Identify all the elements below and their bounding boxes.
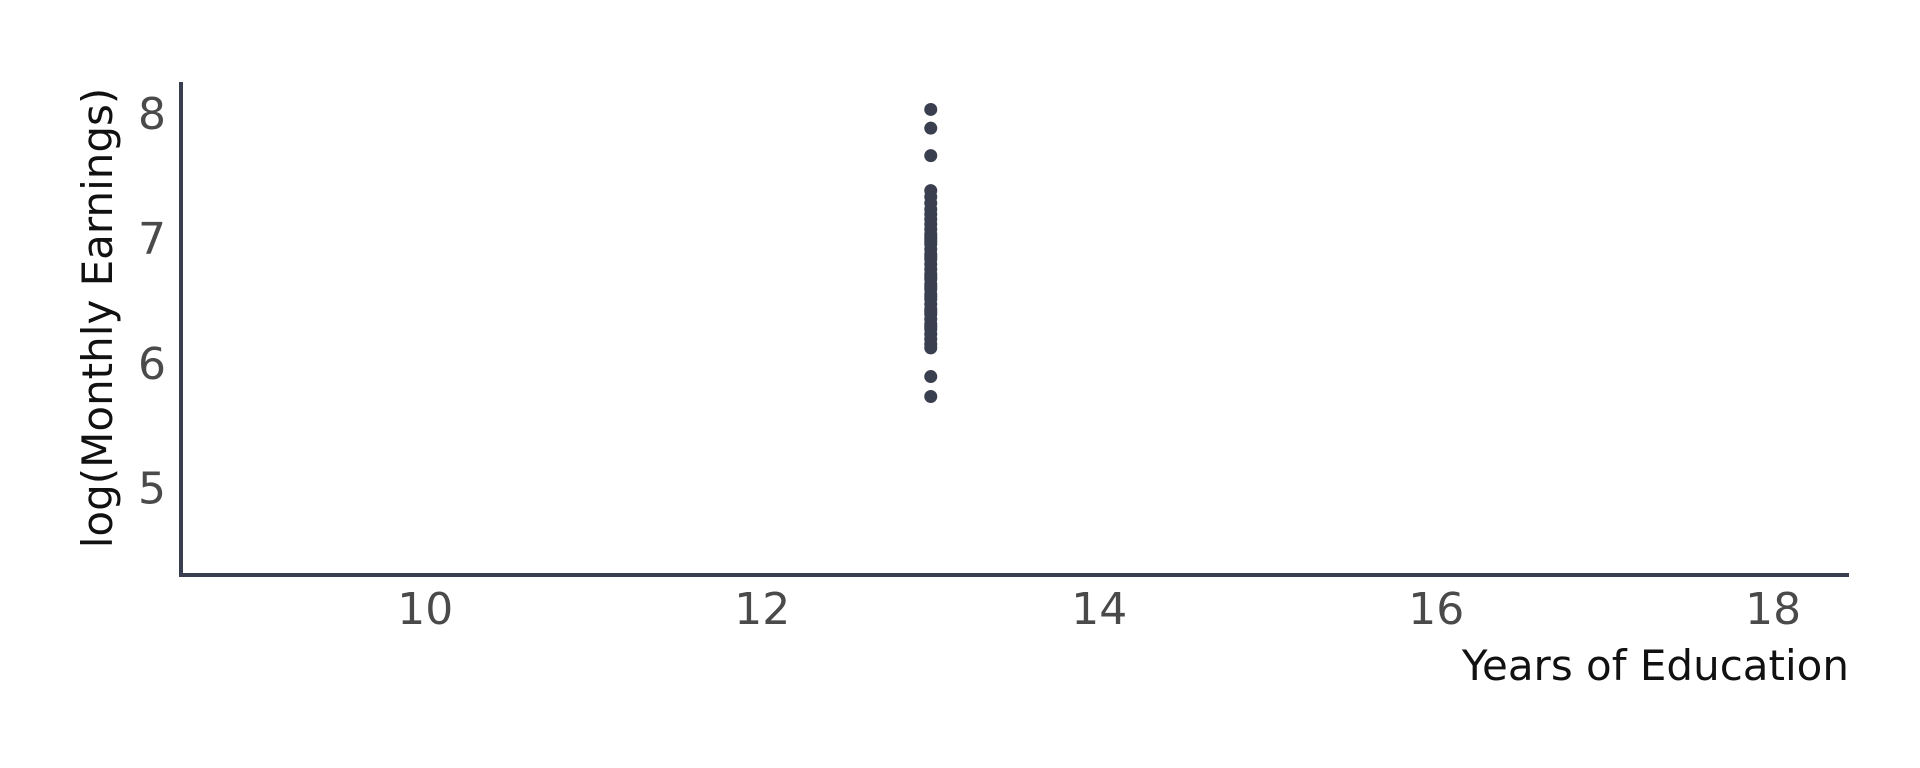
data-point [924, 250, 938, 264]
y-axis-title: log(Monthly Earnings) [73, 88, 122, 549]
data-point [924, 370, 938, 384]
x-axis-title: Years of Education [1461, 641, 1849, 690]
y-tick-label: 6 [138, 339, 166, 390]
data-point [924, 102, 938, 116]
x-tick-label: 18 [1745, 584, 1801, 635]
data-point [924, 290, 938, 304]
y-tick-label: 8 [138, 89, 166, 140]
data-point [924, 270, 938, 284]
x-tick-label: 14 [1071, 584, 1127, 635]
data-point [924, 341, 938, 355]
data-point [924, 235, 938, 249]
data-point [924, 305, 938, 319]
data-point [924, 390, 938, 404]
data-point [924, 280, 938, 294]
data-points [924, 102, 938, 404]
data-point [924, 149, 938, 163]
data-point [924, 121, 938, 135]
x-tick-labels: 10 12 14 16 18 [397, 584, 1801, 635]
x-tick-label: 16 [1408, 584, 1464, 635]
y-tick-label: 7 [138, 214, 166, 265]
data-point [924, 320, 938, 334]
x-tick-label: 12 [734, 584, 790, 635]
y-tick-label: 5 [138, 464, 166, 515]
x-tick-label: 10 [397, 584, 453, 635]
y-tick-labels: 5 6 7 8 [138, 89, 166, 514]
